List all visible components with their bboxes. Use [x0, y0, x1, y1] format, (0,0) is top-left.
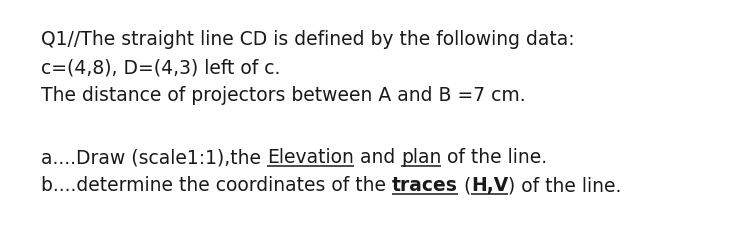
Text: c=(4,8), D=(4,3) left of c.: c=(4,8), D=(4,3) left of c. — [41, 58, 280, 77]
Text: The distance of projectors between A and B =7 cm.: The distance of projectors between A and… — [41, 86, 526, 105]
Text: and: and — [354, 148, 401, 167]
Text: H,V: H,V — [472, 176, 509, 195]
Text: of the line.: of the line. — [442, 148, 548, 167]
Text: b....determine the coordinates of the: b....determine the coordinates of the — [41, 176, 392, 195]
Text: ) of the line.: ) of the line. — [509, 176, 622, 195]
Text: Q1//The straight line CD is defined by the following data:: Q1//The straight line CD is defined by t… — [41, 30, 574, 49]
Text: Elevation: Elevation — [267, 148, 354, 167]
Text: plan: plan — [401, 148, 442, 167]
Text: (: ( — [458, 176, 472, 195]
Text: a....Draw (scale1:1),the: a....Draw (scale1:1),the — [41, 148, 267, 167]
Text: traces: traces — [392, 176, 458, 195]
